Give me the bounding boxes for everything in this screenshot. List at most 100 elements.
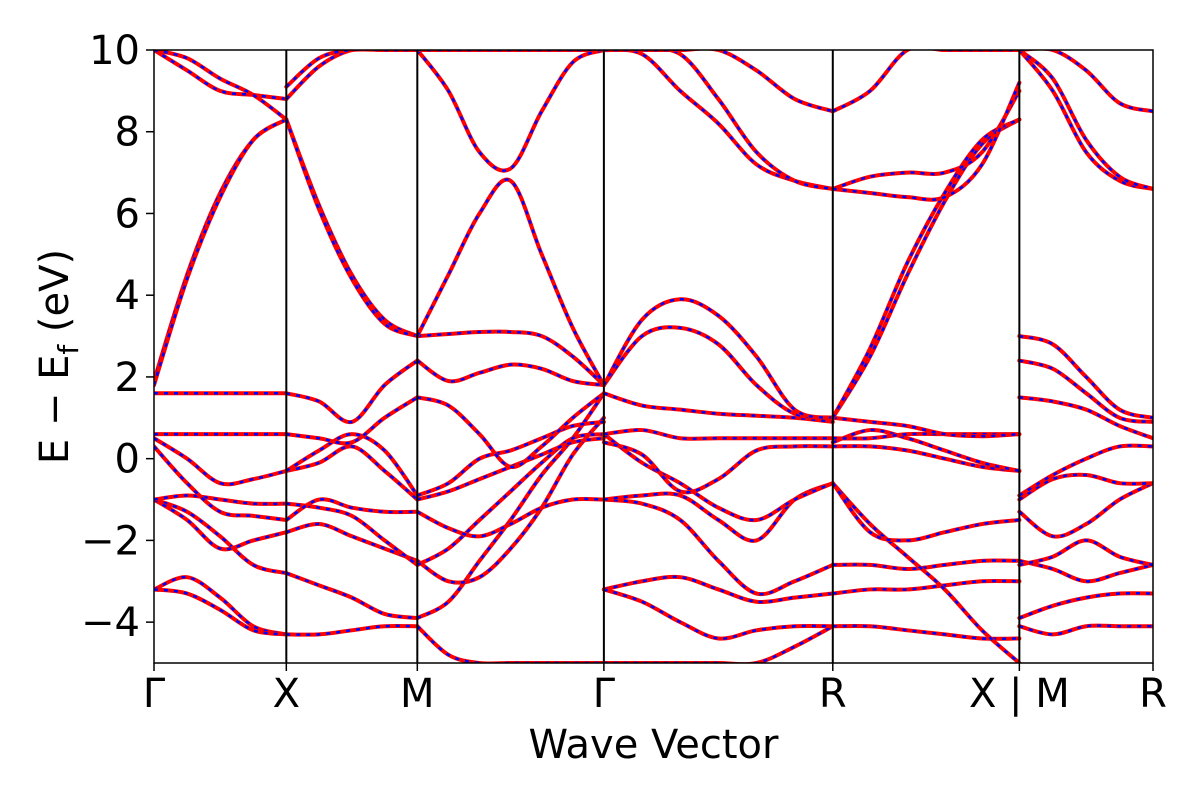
y-tick-label-0: 10 bbox=[89, 28, 140, 74]
band-line-dashed-2-8 bbox=[416, 359, 605, 387]
band-line-dashed-2-7 bbox=[416, 392, 605, 469]
x-tick-label-4: R bbox=[819, 671, 847, 717]
y-tick-label-6: −2 bbox=[81, 518, 140, 564]
band-line-dashed-0-4 bbox=[154, 494, 287, 506]
band-line-dashed-5-3 bbox=[1019, 539, 1153, 567]
band-line-dashed-3-12 bbox=[603, 50, 834, 191]
band-line-dashed-3-7 bbox=[603, 428, 833, 441]
band-line-solid-2-0 bbox=[415, 624, 606, 663]
band-line-dashed-0-11 bbox=[154, 50, 287, 101]
band-line-dashed-1-11 bbox=[285, 50, 418, 100]
band-line-dashed-2-11 bbox=[416, 50, 605, 172]
band-line-solid-1-8 bbox=[284, 358, 420, 424]
band-line-dashed-5-0 bbox=[1019, 624, 1153, 636]
band-line-dashed-2-9 bbox=[417, 330, 605, 387]
band-line-solid-0-6 bbox=[154, 436, 289, 487]
y-tick-label-5: 0 bbox=[115, 437, 140, 483]
band-line-dashed-0-6 bbox=[154, 437, 287, 486]
y-axis-label-tail: (eV) bbox=[32, 249, 78, 345]
band-line-solid-2-11 bbox=[415, 50, 606, 173]
band-line-solid-3-3 bbox=[601, 497, 835, 597]
y-tick-label-1: 8 bbox=[115, 110, 140, 156]
x-tick-label-2: M bbox=[400, 671, 435, 717]
y-axis-label: E − Ef (eV) bbox=[32, 249, 85, 464]
x-tick-label-3: Γ bbox=[593, 671, 616, 717]
band-line-dashed-3-2 bbox=[603, 588, 833, 640]
high-symmetry-lines bbox=[285, 50, 1021, 663]
band-line-dashed-1-10 bbox=[285, 119, 418, 338]
band-line-dashed-4-13 bbox=[832, 50, 1020, 113]
band-line-solid-0-0 bbox=[154, 575, 289, 637]
band-line-dashed-5-2 bbox=[1019, 559, 1153, 583]
band-line-solid-1-12 bbox=[284, 50, 420, 89]
band-line-solid-0-11 bbox=[154, 50, 289, 102]
band-line-solid-0-10 bbox=[154, 117, 289, 388]
band-line-dashed-4-0 bbox=[832, 624, 1020, 641]
band-line-solid-2-9 bbox=[415, 329, 606, 388]
band-line-solid-5-4 bbox=[1017, 481, 1153, 539]
band-line-dashed-5-9 bbox=[1019, 334, 1153, 420]
band-line-dashed-5-4 bbox=[1018, 482, 1153, 538]
band-line-dashed-1-12 bbox=[285, 50, 418, 88]
band-line-dashed-5-10 bbox=[1018, 50, 1153, 191]
band-line-dashed-0-0 bbox=[154, 575, 287, 636]
band-line-dashed-3-11 bbox=[603, 50, 834, 191]
band-line-solid-3-1 bbox=[601, 574, 835, 604]
band-line-solid-3-11 bbox=[601, 50, 835, 191]
band-line-dashed-4-2 bbox=[832, 559, 1020, 571]
y-tick-label-3: 4 bbox=[115, 273, 140, 319]
band-line-solid-5-7 bbox=[1017, 395, 1153, 441]
y-axis-label-main: E − E bbox=[32, 355, 78, 465]
band-line-dashed-4-10 bbox=[831, 118, 1020, 419]
band-line-dashed-2-0 bbox=[416, 625, 604, 663]
band-line-dashed-1-4 bbox=[285, 497, 418, 522]
band-line-solid-3-13 bbox=[601, 50, 835, 114]
band-line-dashed-3-8 bbox=[603, 392, 833, 424]
band-line-dashed-4-3 bbox=[831, 482, 1021, 663]
band-line-solid-0-9 bbox=[154, 117, 289, 384]
band-line-solid-1-2 bbox=[284, 522, 420, 563]
band-line-solid-4-11 bbox=[830, 88, 1022, 191]
y-tick-label-4: 2 bbox=[115, 355, 140, 401]
band-line-dashed-3-6 bbox=[603, 441, 833, 494]
band-line-solid-3-8 bbox=[601, 391, 835, 424]
band-line-solid-5-12 bbox=[1017, 50, 1153, 114]
band-line-dashed-4-12 bbox=[832, 82, 1021, 201]
band-line-dashed-3-5 bbox=[603, 433, 834, 522]
band-line-dashed-0-10 bbox=[154, 118, 287, 386]
band-line-dashed-2-4 bbox=[416, 497, 604, 538]
bands-layer bbox=[154, 50, 1153, 663]
x-tick-label-1: X bbox=[273, 671, 300, 717]
band-line-solid-5-11 bbox=[1017, 50, 1153, 191]
band-line-dashed-1-7 bbox=[286, 396, 418, 445]
band-line-dashed-0-9 bbox=[154, 118, 287, 382]
band-line-dashed-0-12 bbox=[154, 50, 288, 121]
x-axis-label: Wave Vector bbox=[529, 722, 780, 768]
x-tick-label-6: R bbox=[1139, 671, 1167, 717]
band-line-solid-4-8 bbox=[830, 415, 1022, 439]
band-line-solid-3-0 bbox=[601, 624, 835, 663]
band-line-solid-4-6 bbox=[830, 428, 1022, 473]
band-line-solid-3-12 bbox=[601, 50, 835, 191]
band-line-dashed-2-10 bbox=[416, 178, 605, 386]
band-line-dashed-5-8 bbox=[1019, 359, 1153, 424]
band-line-solid-3-6 bbox=[601, 440, 835, 495]
band-line-dashed-5-1 bbox=[1018, 591, 1153, 620]
band-line-dashed-1-1 bbox=[285, 571, 418, 620]
band-line-solid-1-10 bbox=[284, 117, 420, 339]
band-line-dashed-1-2 bbox=[285, 522, 418, 563]
band-line-dashed-3-10 bbox=[602, 298, 834, 420]
x-tick-label-0: Γ bbox=[143, 671, 166, 717]
band-line-dashed-4-1 bbox=[832, 579, 1020, 595]
band-line-dashed-3-9 bbox=[602, 326, 833, 420]
band-line-dashed-2-6 bbox=[416, 420, 605, 497]
band-line-solid-4-13 bbox=[830, 50, 1022, 114]
band-line-dashed-1-9 bbox=[285, 119, 418, 338]
x-tick-label-5: X | M bbox=[969, 671, 1070, 717]
band-line-dashed-4-9 bbox=[831, 118, 1021, 419]
band-line-solid-4-3 bbox=[830, 481, 1022, 663]
band-line-solid-1-0 bbox=[284, 623, 420, 637]
band-line-solid-5-2 bbox=[1017, 558, 1153, 584]
